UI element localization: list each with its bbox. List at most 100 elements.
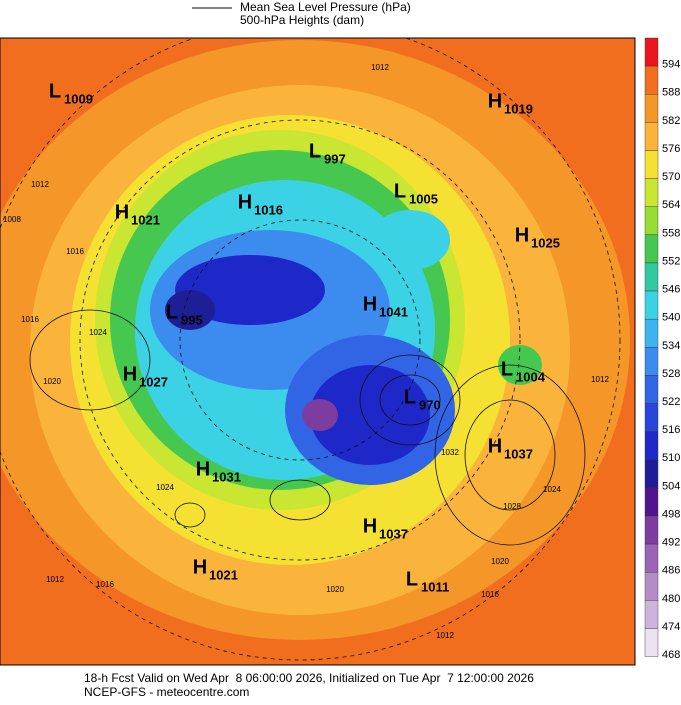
center-value: 995 <box>181 312 203 327</box>
colorbar-tick-label: 564 <box>662 199 680 211</box>
center-kind: H <box>515 224 529 246</box>
center-kind: H <box>193 556 207 578</box>
center-kind: H <box>115 201 129 223</box>
colorbar-bin <box>644 572 659 601</box>
colorbar-tick-label: 528 <box>662 368 680 380</box>
colorbar-bin <box>644 150 659 179</box>
center-kind: L <box>49 80 61 102</box>
contour-labels: 1012 1008 1012 1016 1024 1020 1016 1012 1024 1028… <box>3 63 609 640</box>
colorbar-bin <box>644 234 659 264</box>
colorbar-bin <box>644 94 659 123</box>
colorbar-tick-label: 516 <box>662 424 680 436</box>
colorbar-tick-label: 594 <box>662 59 680 71</box>
colorbar-tick-label: 486 <box>662 565 680 577</box>
contour-label: 1020 <box>43 377 61 386</box>
center-value: 970 <box>419 397 441 412</box>
colorbar-bin <box>644 318 659 348</box>
colorbar-bin <box>644 347 659 376</box>
colorbar-tick-label: 468 <box>662 649 680 661</box>
colorbar-bin <box>644 515 659 545</box>
contour-label: 1024 <box>543 485 561 494</box>
center-value: 1037 <box>379 526 408 541</box>
contour-label: 1012 <box>31 180 49 189</box>
map-field <box>0 38 635 665</box>
center-kind: L <box>501 358 513 380</box>
contour-label: 1012 <box>371 63 389 72</box>
contour-label: 1012 <box>46 575 64 584</box>
colorbar-bin <box>644 403 659 432</box>
colorbar-bin <box>644 122 659 151</box>
colorbar-tick-label: 510 <box>662 452 680 464</box>
footer-source: NCEP-GFS - meteocentre.com <box>84 685 249 699</box>
contour-label: 1016 <box>96 580 114 589</box>
center-value: 1041 <box>379 304 408 319</box>
center-kind: H <box>363 293 377 315</box>
colorbar-tick-label: 522 <box>662 396 680 408</box>
contour-label: 1020 <box>491 557 509 566</box>
colorbar-bin <box>644 431 659 460</box>
colorbar-bin <box>644 600 659 629</box>
colorbar-tick-label: 552 <box>662 255 680 267</box>
center-kind: H <box>123 363 137 385</box>
center-value: 1011 <box>421 579 449 594</box>
colorbar-tick-label: 558 <box>662 227 680 239</box>
colorbar-bin <box>644 206 659 236</box>
map-frame <box>0 37 636 666</box>
center-kind: L <box>406 568 418 590</box>
colorbar-tick-label: 582 <box>662 115 680 127</box>
center-kind: L <box>394 180 406 202</box>
colorbar-tick-label: 474 <box>662 621 680 633</box>
legend-mslp: Mean Sea Level Pressure (hPa) <box>240 0 411 14</box>
contour-label: 1012 <box>436 631 454 640</box>
colorbar-tick-label: 480 <box>662 593 680 605</box>
center-value: 1037 <box>504 446 533 461</box>
center-value: 1031 <box>212 469 241 484</box>
center-value: 1016 <box>254 202 283 217</box>
colorbar-tick-label: 588 <box>662 87 680 99</box>
contour-label: 1012 <box>591 375 609 384</box>
contour-label: 1028 <box>503 502 521 511</box>
center-kind: L <box>309 140 321 162</box>
center-kind: H <box>488 90 502 112</box>
center-kind: L <box>404 386 416 408</box>
colorbar: 594 588 582 576 570 564 558 552 546 540 534 528 522 5… <box>644 37 680 661</box>
contour-label: 1016 <box>481 590 499 599</box>
colorbar-tick-label: 504 <box>662 480 680 492</box>
colorbar-bin <box>644 543 659 573</box>
colorbar-bin <box>644 375 659 404</box>
contour-label: 1016 <box>66 247 84 256</box>
center-value: 1004 <box>516 369 546 384</box>
contour-label: 1024 <box>89 328 107 337</box>
center-value: 997 <box>324 151 346 166</box>
colorbar-tick-label: 546 <box>662 284 680 296</box>
center-kind: H <box>488 435 502 457</box>
contour-label: 1016 <box>21 315 39 324</box>
center-value: 1025 <box>531 235 560 250</box>
colorbar-tick-label: 534 <box>662 340 680 352</box>
center-kind: H <box>196 458 210 480</box>
center-value: 1005 <box>409 191 438 206</box>
contour-label: 1024 <box>156 483 174 492</box>
colorbar-bin <box>644 628 659 657</box>
contour-label: 1008 <box>3 215 21 224</box>
colorbar-bin <box>644 262 659 292</box>
center-value: 1021 <box>131 212 160 227</box>
footer-valid: 18-h Fcst Valid on Wed Apr 8 06:00:00 20… <box>84 671 534 685</box>
colorbar-bin <box>644 65 659 95</box>
center-kind: H <box>238 191 252 213</box>
colorbar-bin <box>644 459 659 489</box>
center-kind: H <box>363 515 377 537</box>
contour-label: 1020 <box>326 585 344 594</box>
contour-label: 1032 <box>441 448 459 457</box>
colorbar-tick-label: 570 <box>662 171 680 183</box>
center-value: 1027 <box>139 374 168 389</box>
colorbar-tick-label: 576 <box>662 143 680 155</box>
center-value: 1019 <box>504 101 533 116</box>
center-value: 1021 <box>209 567 238 582</box>
center-value: 1009 <box>64 91 93 106</box>
legend-heights: 500-hPa Heights (dam) <box>240 13 364 27</box>
colorbar-tick-label: 498 <box>662 508 680 520</box>
colorbar-tick-label: 492 <box>662 537 680 549</box>
